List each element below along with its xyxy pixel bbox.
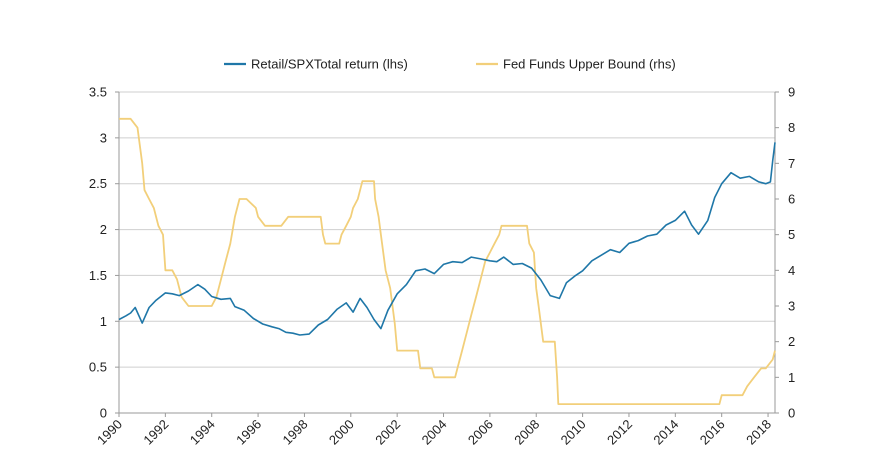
x-tick-label: 1996 — [233, 417, 264, 448]
y-right-tick-label: 4 — [788, 263, 795, 278]
x-tick-label: 2000 — [326, 417, 357, 448]
y-left-tick-label: 3 — [100, 130, 107, 145]
y-left-tick-label: 3.5 — [89, 85, 107, 100]
legend-label: Fed Funds Upper Bound (rhs) — [503, 57, 676, 72]
y-right-tick-label: 6 — [788, 192, 795, 207]
x-tick-label: 2016 — [697, 417, 728, 448]
series-line-retail-spx — [118, 142, 776, 336]
x-tick-label: 2006 — [465, 417, 496, 448]
x-tick-label: 2008 — [511, 417, 542, 448]
y-right-tick-label: 8 — [788, 120, 795, 135]
y-right-tick-label: 5 — [788, 227, 795, 242]
x-tick-label: 1990 — [94, 417, 125, 448]
x-tick-label: 2002 — [372, 417, 403, 448]
y-left-tick-label: 1.5 — [89, 268, 107, 283]
x-tick-label: 2004 — [419, 417, 450, 448]
legend-label: Retail/SPXTotal return (lhs) — [251, 57, 408, 72]
x-tick-label: 2010 — [558, 417, 589, 448]
x-tick-label: 2014 — [650, 417, 681, 448]
y-right-tick-label: 1 — [788, 370, 795, 385]
y-left-tick-label: 2.5 — [89, 176, 107, 191]
y-right-tick-label: 2 — [788, 334, 795, 349]
series-line-fed-funds — [119, 117, 776, 406]
x-tick-label: 1992 — [140, 417, 171, 448]
y-right-tick-label: 7 — [788, 156, 795, 171]
y-left-tick-label: 0 — [100, 406, 107, 421]
y-left-tick-label: 0.5 — [89, 360, 107, 375]
y-left-tick-label: 1 — [100, 314, 107, 329]
x-tick-label: 2012 — [604, 417, 635, 448]
y-right-tick-label: 0 — [788, 406, 795, 421]
x-tick-label: 1998 — [280, 417, 311, 448]
x-tick-label: 1994 — [187, 417, 218, 448]
x-tick-label: 2018 — [743, 417, 774, 448]
y-left-tick-label: 2 — [100, 222, 107, 237]
y-right-tick-label: 9 — [788, 85, 795, 100]
y-right-tick-label: 3 — [788, 299, 795, 314]
